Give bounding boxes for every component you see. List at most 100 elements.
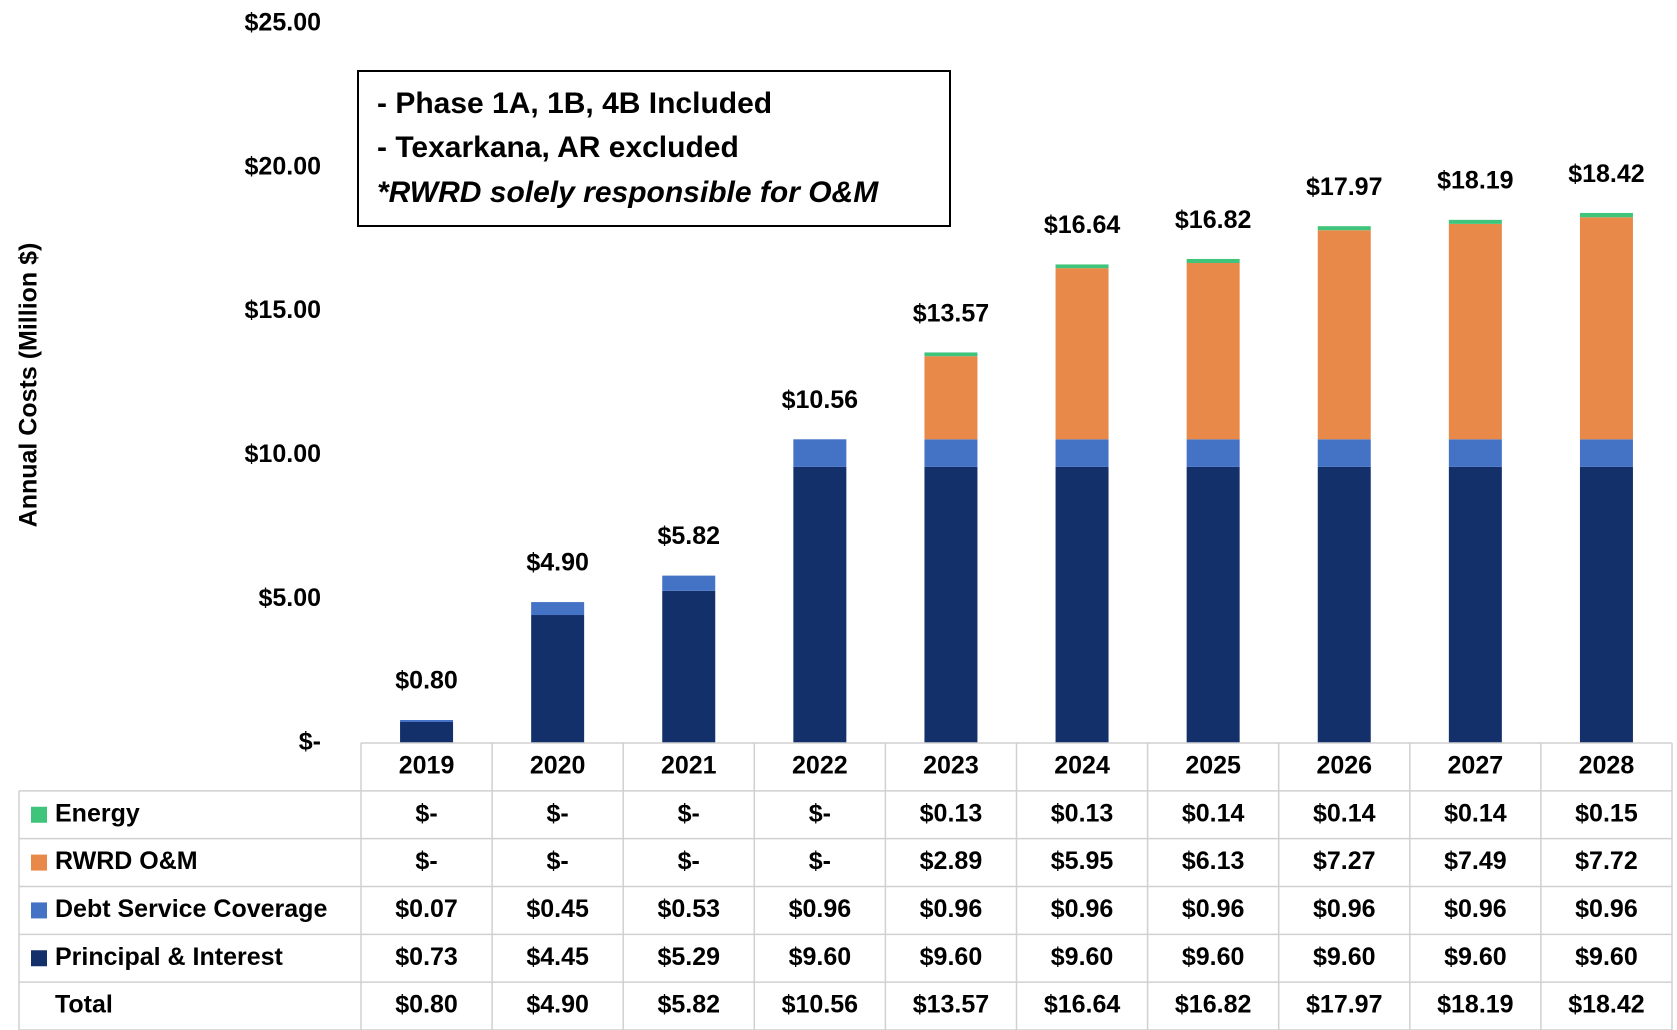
bar-segment xyxy=(1055,439,1109,467)
bar-segment xyxy=(1055,268,1109,440)
table-cell: $- xyxy=(678,847,700,875)
table-cell: $9.60 xyxy=(1575,943,1638,971)
bar-segment xyxy=(1186,258,1240,263)
table-cell: $16.64 xyxy=(1044,991,1121,1019)
table-cell: $0.14 xyxy=(1182,799,1245,827)
table-cell: $0.96 xyxy=(1444,895,1507,923)
legend-label: Principal & Interest xyxy=(55,943,284,971)
legend-swatch xyxy=(31,950,47,967)
table-cell: $0.96 xyxy=(1313,895,1376,923)
x-tick-label: 2020 xyxy=(530,752,586,780)
x-tick-label: 2027 xyxy=(1448,752,1504,780)
table-cell: $0.96 xyxy=(920,895,983,923)
y-tick-label: $25.00 xyxy=(245,9,321,37)
table-cell: $0.13 xyxy=(1051,799,1114,827)
table-cell: $5.82 xyxy=(657,991,720,1019)
table-cell: $10.56 xyxy=(782,991,858,1019)
table-cell: $- xyxy=(547,847,569,875)
x-tick-label: 2024 xyxy=(1054,752,1110,780)
table-cell: $0.14 xyxy=(1313,799,1376,827)
table-cell: $- xyxy=(415,847,437,875)
x-tick-label: 2023 xyxy=(923,752,979,780)
table-cell: $- xyxy=(547,799,569,827)
bar-segment xyxy=(1317,226,1371,231)
table-cell: $5.29 xyxy=(657,943,720,971)
x-tick-label: 2025 xyxy=(1185,752,1241,780)
table-cell: $6.13 xyxy=(1182,847,1245,875)
table-cell: $2.89 xyxy=(920,847,983,875)
bar-segment xyxy=(924,352,978,357)
total-label: $4.90 xyxy=(526,549,589,577)
y-axis-label: Annual Costs (Million $) xyxy=(15,243,43,528)
legend-swatch xyxy=(31,806,47,823)
legend-swatch xyxy=(31,902,47,919)
bar-segment xyxy=(1055,264,1109,269)
total-label: $0.80 xyxy=(395,667,458,695)
bar-segment xyxy=(531,615,585,743)
annotation-box xyxy=(357,70,951,227)
table-cell: $0.96 xyxy=(1182,895,1245,923)
total-row-label: Total xyxy=(55,991,113,1019)
table-cell: $9.60 xyxy=(789,943,852,971)
bar-segment xyxy=(924,439,978,467)
table-cell: $0.45 xyxy=(526,895,589,923)
bar-segment xyxy=(1579,439,1633,467)
bar-segment xyxy=(1448,223,1502,440)
total-label: $16.64 xyxy=(1044,211,1121,239)
x-tick-label: 2026 xyxy=(1316,752,1372,780)
bar-segment xyxy=(531,602,585,616)
y-tick-label: $5.00 xyxy=(258,584,321,612)
legend-label: RWRD O&M xyxy=(55,847,198,875)
total-label: $17.97 xyxy=(1306,173,1382,201)
total-label: $5.82 xyxy=(657,522,720,550)
y-tick-label: $- xyxy=(299,728,321,756)
bar-segment xyxy=(1055,466,1109,743)
legend-swatch xyxy=(31,854,47,871)
legend-label: Debt Service Coverage xyxy=(55,895,327,923)
table-cell: $16.82 xyxy=(1175,991,1251,1019)
table-cell: $0.96 xyxy=(1051,895,1114,923)
table-cell: $7.49 xyxy=(1444,847,1507,875)
table-cell: $18.19 xyxy=(1437,991,1513,1019)
table-cell: $0.96 xyxy=(789,895,852,923)
bar-segment xyxy=(1579,217,1633,440)
table-cell: $- xyxy=(809,847,831,875)
bar-segment xyxy=(1317,439,1371,467)
table-cell: $9.60 xyxy=(1313,943,1376,971)
total-label: $18.42 xyxy=(1568,160,1644,188)
table-cell: $0.14 xyxy=(1444,799,1507,827)
table-cell: $0.80 xyxy=(395,991,458,1019)
table-cell: $17.97 xyxy=(1306,991,1382,1019)
total-label: $10.56 xyxy=(782,386,858,414)
table-cell: $0.96 xyxy=(1575,895,1638,923)
bar-segment xyxy=(1186,439,1240,467)
total-label: $13.57 xyxy=(913,299,989,327)
bar-segment xyxy=(1186,466,1240,743)
bar-segment xyxy=(1448,466,1502,743)
table-cell: $- xyxy=(809,799,831,827)
y-tick-label: $20.00 xyxy=(245,152,321,180)
bar-segment xyxy=(662,590,716,743)
table-cell: $9.60 xyxy=(1182,943,1245,971)
bar-segment xyxy=(1448,439,1502,467)
legend-label: Energy xyxy=(55,799,140,827)
table-cell: $9.60 xyxy=(1051,943,1114,971)
bar-segment xyxy=(793,466,847,743)
table-cell: $4.45 xyxy=(526,943,589,971)
table-cell: $4.90 xyxy=(526,991,589,1019)
bar-segment xyxy=(1317,230,1371,440)
bar-segment xyxy=(1186,262,1240,440)
total-label: $16.82 xyxy=(1175,206,1251,234)
table-cell: $0.13 xyxy=(920,799,983,827)
table-cell: $7.27 xyxy=(1313,847,1376,875)
table-cell: $9.60 xyxy=(1444,943,1507,971)
bar-segment xyxy=(400,722,454,743)
bar-segment xyxy=(1579,212,1633,218)
table-cell: $7.72 xyxy=(1575,847,1638,875)
table-cell: $13.57 xyxy=(913,991,989,1019)
table-cell: $9.60 xyxy=(920,943,983,971)
bar-segment xyxy=(924,356,978,440)
bar-segment xyxy=(924,466,978,743)
x-tick-label: 2028 xyxy=(1579,752,1635,780)
